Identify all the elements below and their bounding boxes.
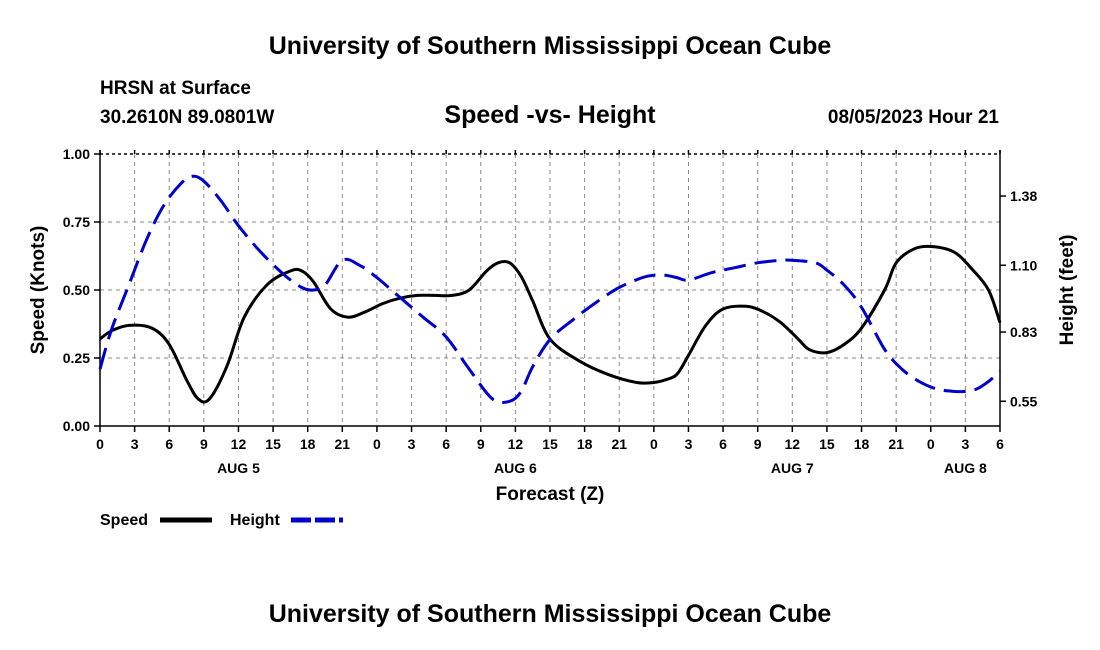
x-axis-title: Forecast (Z): [496, 484, 605, 505]
legend-label-height: Height: [230, 512, 280, 529]
date-label: AUG 5: [217, 460, 260, 476]
chart-title: Speed -vs- Height: [444, 101, 656, 129]
x-tick-label: 0: [927, 436, 935, 452]
station-name: HRSN at Surface: [100, 78, 251, 99]
date-label: AUG 6: [494, 460, 537, 476]
x-tick-label: 12: [785, 436, 801, 452]
y-tick-label-right: 0.55: [1010, 393, 1037, 409]
main-title-bottom: University of Southern Mississippi Ocean…: [268, 600, 832, 628]
y-tick-label-left: 0.50: [63, 282, 90, 298]
x-tick-label: 15: [265, 436, 281, 452]
x-tick-label: 18: [577, 436, 593, 452]
x-tick-label: 15: [819, 436, 835, 452]
y-axis-title-left: Speed (Knots): [28, 226, 49, 355]
x-tick-label: 9: [477, 436, 485, 452]
forecast-date: 08/05/2023 Hour 21: [827, 107, 999, 128]
series-line-speed: [99, 244, 1002, 404]
x-tick-label: 18: [300, 436, 316, 452]
series-line-height: [98, 174, 1001, 405]
y-axis-title-right: Height (feet): [1057, 235, 1078, 346]
x-tick-label: 12: [508, 436, 524, 452]
x-tick-label: 0: [373, 436, 381, 452]
main-title-top: University of Southern Mississippi Ocean…: [268, 32, 832, 60]
legend-label-speed: Speed: [100, 512, 148, 529]
y-tick-label-right: 0.83: [1010, 324, 1037, 340]
station-coords: 30.2610N 89.0801W: [100, 107, 275, 128]
x-tick-label: 6: [996, 436, 1004, 452]
x-tick-label: 6: [442, 436, 450, 452]
y-tick-label-left: 1.00: [63, 146, 90, 162]
x-tick-label: 3: [685, 436, 693, 452]
date-label: AUG 7: [771, 460, 814, 476]
x-tick-label: 9: [200, 436, 208, 452]
x-tick-label: 21: [335, 436, 351, 452]
x-tick-label: 12: [231, 436, 247, 452]
x-tick-label: 18: [854, 436, 870, 452]
x-tick-label: 21: [611, 436, 627, 452]
date-label: AUG 8: [944, 460, 987, 476]
x-tick-label: 3: [961, 436, 969, 452]
x-tick-label: 0: [650, 436, 658, 452]
y-tick-label-left: 0.00: [63, 418, 90, 434]
x-tick-label: 6: [165, 436, 173, 452]
y-tick-label-right: 1.10: [1010, 257, 1037, 273]
x-tick-label: 3: [131, 436, 139, 452]
x-tick-label: 9: [754, 436, 762, 452]
x-tick-label: 21: [888, 436, 904, 452]
x-tick-label: 3: [408, 436, 416, 452]
x-tick-label: 6: [719, 436, 727, 452]
y-tick-label-left: 0.25: [63, 350, 90, 366]
y-tick-label-right: 1.38: [1010, 188, 1037, 204]
x-tick-label: 0: [96, 436, 104, 452]
y-tick-label-left: 0.75: [63, 214, 90, 230]
x-tick-label: 15: [542, 436, 558, 452]
